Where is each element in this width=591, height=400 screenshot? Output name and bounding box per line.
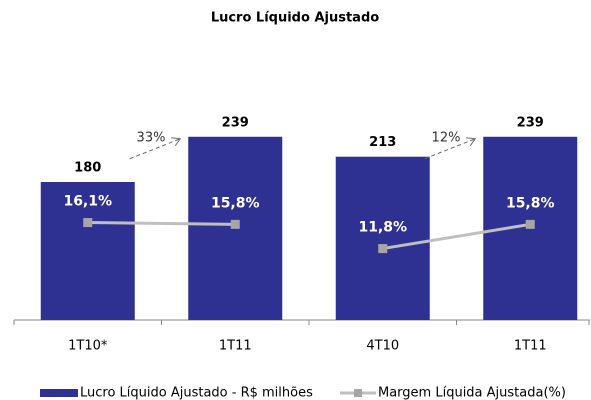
line bbox=[382, 222, 531, 251]
x-tick-label: 1T11 bbox=[514, 339, 547, 354]
data-label: 15,8% bbox=[211, 195, 260, 211]
annotation-arrowhead bbox=[466, 137, 477, 147]
data-label: 16,1% bbox=[63, 194, 112, 210]
data-label: 180 bbox=[74, 161, 101, 176]
data-label: 11,8% bbox=[358, 220, 407, 236]
marker bbox=[525, 219, 535, 229]
legend-swatch bbox=[354, 389, 362, 397]
data-label: 213 bbox=[369, 135, 396, 150]
legend-label: Margem Líquida Ajustada(%) bbox=[378, 386, 566, 400]
annotation: 12% bbox=[432, 130, 461, 145]
chart-title: Lucro Líquido Ajustado bbox=[211, 11, 379, 26]
data-label: 15,8% bbox=[506, 195, 555, 211]
legend-label: Lucro Líquido Ajustado - R$ milhões bbox=[80, 386, 313, 400]
data-label: 239 bbox=[222, 115, 249, 130]
x-tick-label: 1T10* bbox=[68, 339, 108, 354]
line bbox=[87, 221, 236, 226]
marker bbox=[83, 218, 93, 228]
x-tick-label: 1T11 bbox=[219, 339, 252, 354]
marker bbox=[378, 244, 388, 254]
data-label: 239 bbox=[517, 115, 544, 130]
annotation: 33% bbox=[137, 130, 166, 145]
annotation-arrow bbox=[424, 138, 476, 160]
bar bbox=[40, 182, 135, 320]
legend-swatch bbox=[40, 389, 78, 397]
bar bbox=[335, 156, 430, 320]
annotation-arrowhead bbox=[171, 137, 182, 147]
x-tick-label: 4T10 bbox=[366, 339, 399, 354]
marker bbox=[230, 219, 240, 229]
annotation-arrow bbox=[129, 138, 181, 160]
